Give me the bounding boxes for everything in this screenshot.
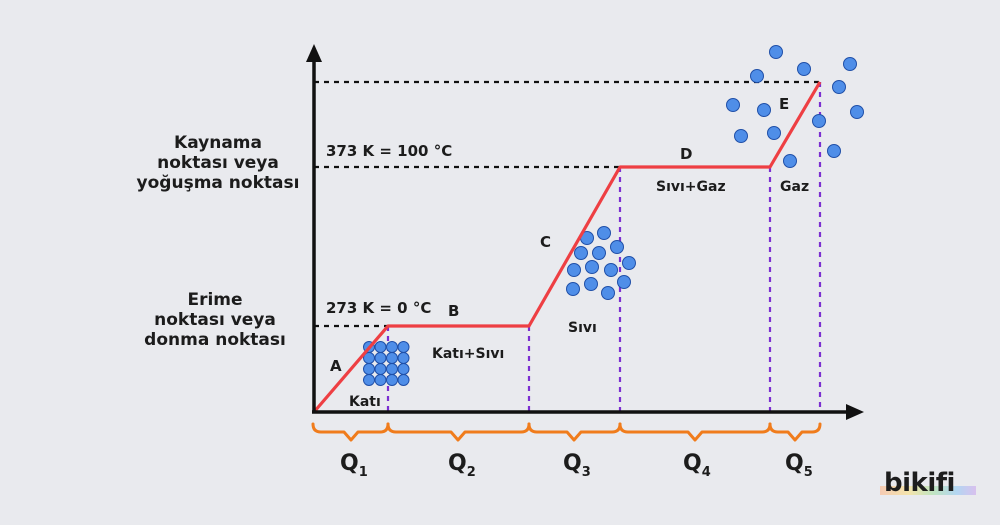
phase-solid-label: Katı <box>349 394 381 410</box>
heat-labels: Q1 Q2 Q3 Q4 Q5 <box>340 451 813 480</box>
gas-particle <box>726 98 740 112</box>
gas-particle <box>850 105 864 119</box>
phase-solid-liquid-label: Katı+Sıvı <box>432 346 504 362</box>
solid-particle <box>386 374 398 386</box>
melting-point-line-2: noktası veya <box>154 310 276 330</box>
liquid-particle <box>622 256 636 270</box>
heat-q5-label: Q5 <box>785 451 813 480</box>
solid-particle <box>363 374 375 386</box>
bikifi-logo: bikifi <box>884 468 955 498</box>
solid-particle <box>397 363 410 375</box>
liquid-particle <box>566 282 580 296</box>
heat-q4-label: Q4 <box>683 451 711 480</box>
logo-highlight <box>880 486 976 495</box>
temp-melting-label: 273 K = 0 °C <box>326 299 431 317</box>
gas-particle <box>750 69 764 83</box>
liquid-particle <box>585 260 599 274</box>
gas-particle <box>783 154 797 168</box>
brace-q3 <box>527 422 622 442</box>
boiling-point-line-2: noktası veya <box>157 153 279 173</box>
liquid-particle <box>601 286 615 300</box>
solid-particle <box>397 341 410 353</box>
melting-point-line-3: donma noktası <box>144 330 286 350</box>
melting-point-label: Erime noktası veya donma noktası <box>120 290 310 350</box>
phase-boundaries <box>386 82 822 412</box>
gas-particles <box>726 45 864 168</box>
gas-particle <box>769 45 783 59</box>
gas-particle <box>812 114 826 128</box>
segment-e-label: E <box>779 95 789 113</box>
heat-q3-label: Q3 <box>563 451 591 480</box>
boiling-point-label: Kaynama noktası veya yoğuşma noktası <box>118 133 318 193</box>
liquid-particle <box>592 246 606 260</box>
gas-particle <box>832 80 846 94</box>
liquid-particles <box>566 226 636 300</box>
liquid-particle <box>597 226 611 240</box>
solid-particle <box>397 374 410 386</box>
solid-particle <box>374 341 387 353</box>
liquid-particle <box>617 275 631 289</box>
gas-particle <box>797 62 811 76</box>
segment-a-label: A <box>330 357 342 375</box>
solid-particle <box>397 352 410 364</box>
gas-particle <box>757 103 771 117</box>
brace-q5 <box>768 422 822 442</box>
phase-liquid-label: Sıvı <box>568 320 597 336</box>
gas-particle <box>827 144 841 158</box>
solid-particle <box>374 374 387 386</box>
segment-c-label: C <box>540 233 551 251</box>
phase-gas-label: Gaz <box>780 179 809 195</box>
solid-particle <box>386 341 398 353</box>
heat-q1-label: Q1 <box>340 451 368 480</box>
liquid-particle <box>574 246 588 260</box>
solid-particles <box>363 341 410 386</box>
segment-d-label: D <box>680 145 692 163</box>
melting-point-line-1: Erime <box>187 290 243 310</box>
brace-q1 <box>311 422 390 442</box>
gas-particle <box>734 129 748 143</box>
temp-boiling-label: 373 K = 100 °C <box>326 142 452 160</box>
x-axis-arrow-icon <box>846 404 864 420</box>
gas-particle <box>843 57 857 71</box>
brace-q4 <box>618 422 772 442</box>
liquid-particle <box>584 277 598 291</box>
heat-q2-label: Q2 <box>448 451 476 480</box>
solid-particle <box>374 363 387 375</box>
phase-liquid-gas-label: Sıvı+Gaz <box>656 179 726 195</box>
heating-curve <box>312 81 822 414</box>
y-axis-arrow-icon <box>306 44 322 62</box>
solid-particle <box>386 352 398 364</box>
heat-braces <box>311 422 822 442</box>
brace-q2 <box>386 422 531 442</box>
liquid-particle <box>604 263 618 277</box>
boiling-point-line-3: yoğuşma noktası <box>136 173 300 193</box>
liquid-particle <box>567 263 581 277</box>
segment-b-label: B <box>448 302 459 320</box>
gas-particle <box>767 126 781 140</box>
solid-particle <box>363 363 375 375</box>
solid-particle <box>386 363 398 375</box>
solid-particle <box>374 352 387 364</box>
liquid-particle <box>610 240 624 254</box>
boiling-point-line-1: Kaynama <box>174 133 262 153</box>
